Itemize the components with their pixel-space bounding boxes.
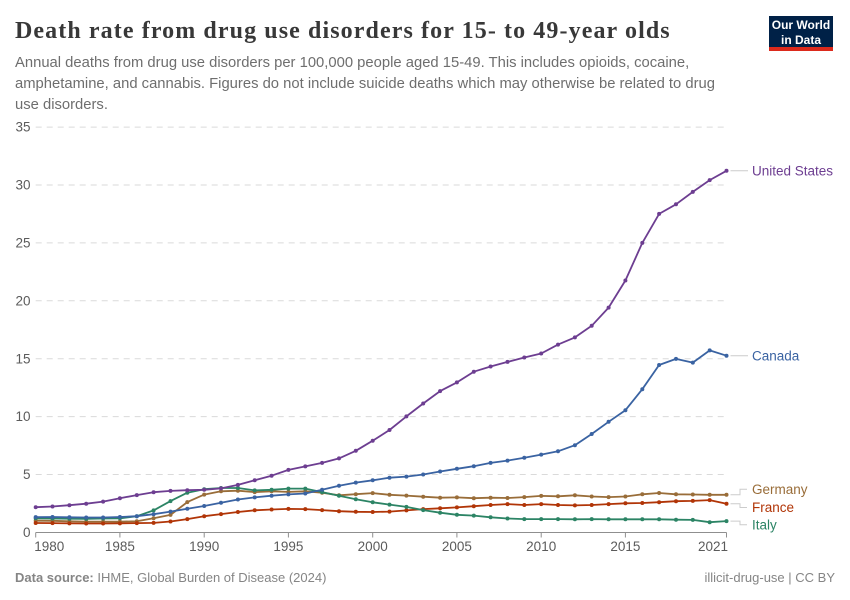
svg-text:25: 25	[15, 236, 30, 251]
svg-text:35: 35	[15, 120, 30, 135]
svg-text:1985: 1985	[105, 539, 135, 554]
svg-text:2015: 2015	[610, 539, 640, 554]
svg-text:2021: 2021	[698, 539, 728, 554]
svg-text:2010: 2010	[526, 539, 556, 554]
svg-text:1995: 1995	[273, 539, 303, 554]
svg-text:Italy: Italy	[752, 518, 777, 533]
svg-text:0: 0	[23, 525, 31, 540]
svg-text:5: 5	[23, 467, 31, 482]
svg-text:France: France	[752, 500, 794, 515]
svg-text:20: 20	[15, 293, 30, 308]
svg-text:30: 30	[15, 178, 30, 193]
svg-text:10: 10	[15, 409, 30, 424]
svg-text:Canada: Canada	[752, 348, 800, 363]
svg-text:15: 15	[15, 351, 30, 366]
svg-text:United States: United States	[752, 163, 833, 178]
svg-text:2005: 2005	[442, 539, 472, 554]
svg-text:1980: 1980	[34, 539, 64, 554]
svg-text:Germany: Germany	[752, 482, 808, 497]
svg-text:1990: 1990	[189, 539, 219, 554]
svg-text:2000: 2000	[358, 539, 388, 554]
